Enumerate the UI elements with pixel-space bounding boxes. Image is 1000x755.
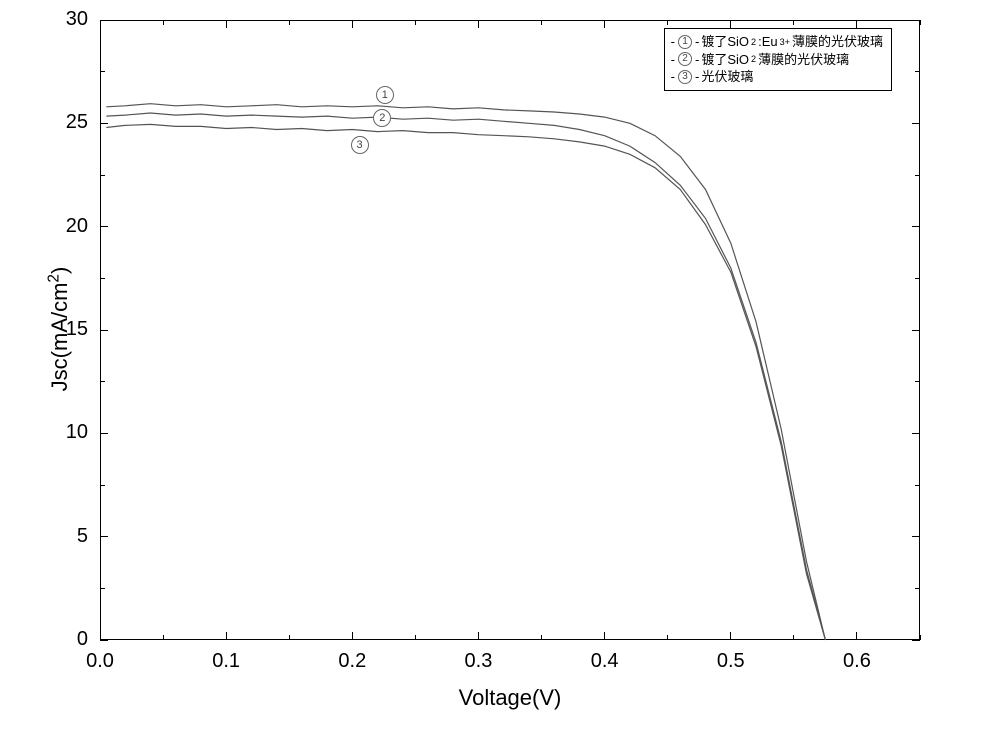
curve-series2 [106,113,825,640]
y-tick [100,381,105,382]
y-tick [915,485,920,486]
legend: -1-镀了SiO2:Eu3+薄膜的光伏玻璃-2-镀了SiO2薄膜的光伏玻璃-3-… [664,28,892,91]
y-tick [912,20,920,21]
legend-text: 镀了SiO [701,51,749,69]
y-tick [915,278,920,279]
curve-series1 [106,104,825,640]
y-tick [100,330,108,331]
x-tick [920,20,921,25]
legend-marker-2: 2 [678,52,692,66]
x-tick [541,20,542,25]
y-tick [912,123,920,124]
x-tick [163,635,164,640]
legend-item-2: -2-镀了SiO2薄膜的光伏玻璃 [671,51,883,69]
y-tick [912,640,920,641]
x-tick [793,635,794,640]
x-tick [226,20,227,28]
legend-dash: - [695,51,699,69]
legend-text: 薄膜的光伏玻璃 [792,33,883,51]
y-tick [100,278,105,279]
x-tick-label: 0.0 [80,650,120,673]
legend-item-1: -1-镀了SiO2:Eu3+薄膜的光伏玻璃 [671,33,883,51]
y-tick [100,123,108,124]
y-tick [915,381,920,382]
x-tick [856,20,857,28]
y-tick [912,433,920,434]
x-tick [100,20,101,28]
y-tick [912,536,920,537]
y-tick [100,485,105,486]
y-tick [100,536,108,537]
x-tick [730,20,731,28]
x-tick [604,20,605,28]
legend-dash: - [695,68,699,86]
curve-series3 [106,124,825,640]
y-tick [912,330,920,331]
legend-marker-3: 3 [678,70,692,84]
y-tick [100,588,105,589]
legend-text: 光伏玻璃 [701,68,753,86]
legend-text: :Eu [758,33,778,51]
x-tick [478,20,479,28]
x-axis-label: Voltage(V) [430,685,590,711]
legend-dash: - [671,33,675,51]
figure: Jsc(mA/cm2) Voltage(V) -1-镀了SiO2:Eu3+薄膜的… [0,0,1000,755]
y-tick [100,20,108,21]
y-tick-label: 30 [66,8,88,31]
x-tick [793,20,794,25]
y-tick-label: 10 [66,421,88,444]
y-tick [100,71,105,72]
legend-text: 镀了SiO [701,33,749,51]
legend-marker-1: 1 [678,35,692,49]
y-tick [912,226,920,227]
legend-dash: - [671,51,675,69]
x-tick [415,635,416,640]
y-tick [100,640,108,641]
legend-item-3: -3-光伏玻璃 [671,68,883,86]
x-tick [667,20,668,25]
y-tick [915,71,920,72]
x-tick-label: 0.6 [837,650,877,673]
ylabel-sup: 2 [46,274,63,283]
x-tick [667,635,668,640]
x-tick-label: 0.3 [458,650,498,673]
xlabel-text: Voltage(V) [459,685,562,710]
legend-text: 薄膜的光伏玻璃 [758,51,849,69]
curve-marker-3: 3 [351,136,369,154]
x-tick-label: 0.5 [711,650,751,673]
y-tick-label: 25 [66,111,88,134]
x-tick [352,632,353,640]
x-tick [352,20,353,28]
ylabel-suffix: ) [47,267,72,274]
x-tick [226,632,227,640]
y-tick-label: 20 [66,215,88,238]
x-tick [730,632,731,640]
y-tick-label: 0 [77,628,88,651]
y-tick [100,433,108,434]
curves-svg [0,0,1000,755]
x-tick [415,20,416,25]
y-tick [100,226,108,227]
y-tick-label: 15 [66,318,88,341]
x-tick [163,20,164,25]
x-tick [289,20,290,25]
x-tick [289,635,290,640]
y-tick [915,588,920,589]
x-tick-label: 0.1 [206,650,246,673]
x-tick-label: 0.4 [585,650,625,673]
legend-dash: - [671,68,675,86]
y-tick [100,175,105,176]
y-tick-label: 5 [77,525,88,548]
x-tick-label: 0.2 [332,650,372,673]
x-tick [856,632,857,640]
x-tick [541,635,542,640]
x-tick [604,632,605,640]
legend-dash: - [695,33,699,51]
x-tick [478,632,479,640]
y-tick [915,175,920,176]
